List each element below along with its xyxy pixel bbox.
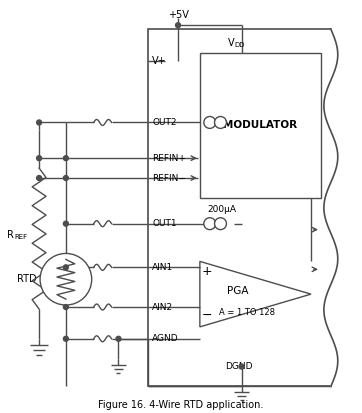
Text: REF: REF	[14, 234, 28, 240]
Circle shape	[37, 156, 42, 161]
Text: PGA: PGA	[227, 286, 248, 296]
Text: Figure 16. 4-Wire RTD application.: Figure 16. 4-Wire RTD application.	[98, 400, 264, 410]
Circle shape	[40, 254, 92, 305]
Text: AIN2: AIN2	[152, 303, 173, 311]
Bar	[148, 29, 331, 387]
Text: +5V: +5V	[168, 10, 189, 20]
Text: MAX1402: MAX1402	[240, 89, 307, 102]
Circle shape	[63, 304, 68, 309]
Text: V: V	[228, 38, 234, 48]
Bar	[330, 29, 345, 387]
Circle shape	[239, 364, 244, 369]
Text: DGND: DGND	[225, 362, 252, 371]
Circle shape	[37, 176, 42, 180]
Circle shape	[63, 265, 68, 270]
Text: OUT1: OUT1	[152, 219, 177, 228]
Circle shape	[215, 116, 227, 128]
Text: A = 1 TO 128: A = 1 TO 128	[219, 309, 275, 318]
Text: OUT2: OUT2	[152, 118, 177, 127]
Bar	[200, 53, 321, 198]
Circle shape	[37, 120, 42, 125]
Text: REFIN+: REFIN+	[152, 154, 186, 163]
Text: RTD: RTD	[17, 274, 37, 284]
Circle shape	[63, 336, 68, 341]
Text: AGND: AGND	[152, 334, 179, 343]
Circle shape	[63, 176, 68, 180]
Text: MAXIM: MAXIM	[247, 72, 296, 85]
Text: +: +	[202, 265, 212, 278]
Text: MODULATOR: MODULATOR	[223, 121, 298, 131]
Circle shape	[176, 23, 181, 28]
Text: REFIN−: REFIN−	[152, 173, 186, 183]
Text: −: −	[202, 309, 212, 321]
Circle shape	[215, 218, 227, 230]
Circle shape	[204, 116, 216, 128]
Text: R: R	[7, 230, 14, 240]
Text: V+: V+	[152, 56, 167, 66]
Text: AIN1: AIN1	[152, 263, 173, 272]
Circle shape	[63, 156, 68, 161]
Text: DD: DD	[235, 42, 245, 48]
Circle shape	[63, 221, 68, 226]
Circle shape	[204, 218, 216, 230]
Text: 200μA: 200μA	[207, 104, 236, 113]
Circle shape	[116, 336, 121, 341]
Text: 200μA: 200μA	[207, 205, 236, 214]
